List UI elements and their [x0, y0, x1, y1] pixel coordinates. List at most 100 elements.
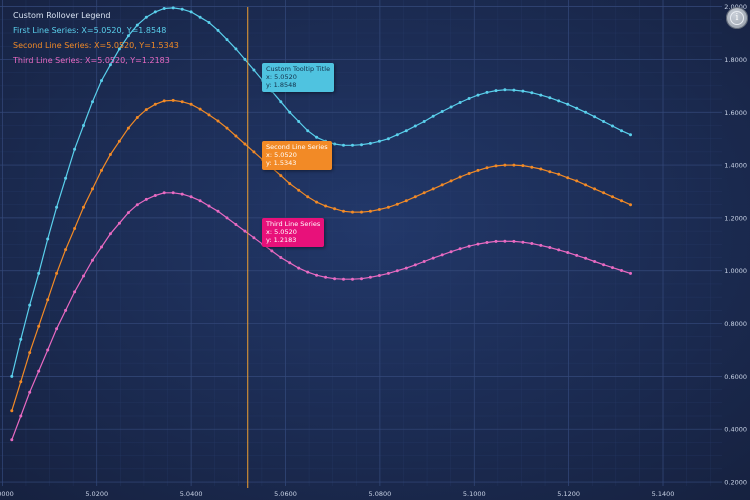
series-1-point — [288, 110, 292, 114]
series-1-point — [82, 124, 85, 127]
series-1-point — [46, 237, 50, 241]
y-tick-label: 0.4000 — [724, 426, 747, 434]
series-2-point — [126, 126, 130, 130]
tooltip-y: y: 1.8548 — [266, 81, 297, 89]
series-1-point — [386, 137, 390, 141]
series-2-point — [180, 100, 184, 104]
y-tick-label: 0.8000 — [724, 320, 747, 328]
series-3-point — [28, 390, 32, 394]
series-1-point — [171, 6, 175, 10]
series-1-point — [548, 96, 552, 100]
series-2-point — [252, 150, 256, 154]
series-2-point — [342, 209, 345, 213]
tooltip-x: x: 5.0520 — [266, 228, 297, 236]
tooltip-third-series: Third Line Series x: 5.0520 y: 1.2183 — [262, 218, 325, 247]
y-tick-label: 1.6000 — [724, 109, 747, 117]
series-2-point — [602, 191, 606, 195]
series-3-point — [117, 221, 121, 225]
series-3-point — [37, 369, 41, 373]
series-2-point — [108, 153, 112, 156]
y-tick-label: 0.2000 — [724, 479, 747, 487]
series-line-3 — [11, 192, 631, 441]
series-1-point — [306, 129, 310, 133]
series-1-point — [315, 135, 319, 139]
series-2-point — [351, 210, 354, 214]
y-tick-label: 0.6000 — [724, 373, 747, 381]
series-2-point — [225, 126, 229, 130]
series-1-point — [64, 176, 68, 180]
series-3-point — [252, 236, 256, 240]
series-2-point — [485, 166, 489, 170]
series-3-point — [171, 191, 175, 195]
series-line-1 — [11, 7, 631, 377]
series-3-point — [360, 277, 363, 281]
series-2-point — [19, 380, 23, 384]
series-1-point — [521, 89, 525, 93]
x-tick-label: 5.1200 — [557, 490, 580, 498]
series-2-point — [28, 351, 32, 355]
series-3-point — [216, 209, 220, 213]
series-3-point — [64, 308, 68, 312]
series-2-point — [467, 172, 471, 175]
series-3-point — [476, 242, 480, 246]
series-2-point — [476, 168, 480, 172]
series-2-point — [449, 179, 453, 183]
series-1-point — [153, 10, 157, 14]
series-1-point — [297, 120, 301, 123]
series-3-point — [207, 204, 211, 208]
legend-title: Custom Rollover Legend — [13, 11, 111, 20]
series-2-point — [395, 202, 399, 206]
series-3-point — [386, 271, 390, 275]
series-3-point — [377, 274, 381, 277]
series-3-point — [440, 253, 444, 257]
series-3-point — [270, 249, 274, 253]
series-2-point — [377, 208, 381, 211]
series-3-point — [180, 192, 184, 196]
series-2-point — [306, 195, 310, 199]
series-1-point — [234, 47, 238, 51]
series-3-point — [144, 197, 148, 201]
series-1-point — [494, 89, 498, 93]
tooltip-first-series: Custom Tooltip Title x: 5.0520 y: 1.8548 — [262, 63, 335, 92]
series-1-point — [404, 129, 408, 133]
series-2-point — [422, 191, 426, 195]
series-2-point — [368, 209, 372, 213]
series-1-point — [10, 374, 14, 378]
series-1-point — [351, 143, 354, 147]
series-2-point — [162, 99, 166, 103]
x-tick-label: 5.0800 — [369, 490, 392, 498]
series-2-point — [279, 174, 283, 178]
series-2-point — [144, 108, 148, 112]
series-1-point — [629, 133, 632, 137]
series-1-point — [611, 124, 614, 128]
legend-item-first-series: First Line Series: X=5.0520, Y=1.8548 — [13, 26, 167, 35]
series-2-point — [288, 182, 292, 186]
tooltip-second-series: Second Line Series x: 5.0520 y: 1.5343 — [262, 141, 332, 170]
series-3-point — [629, 271, 632, 275]
series-1-point — [503, 88, 507, 92]
series-3-point — [512, 239, 516, 243]
tooltip-title: Third Line Series — [266, 220, 321, 228]
series-3-point — [342, 277, 345, 281]
series-3-point — [620, 269, 623, 272]
series-3-point — [494, 239, 498, 243]
series-2-point — [91, 187, 94, 191]
series-3-point — [530, 242, 534, 245]
series-2-point — [37, 324, 41, 328]
series-3-point — [198, 199, 202, 203]
series-3-point — [467, 244, 471, 248]
series-2-point — [431, 187, 435, 191]
series-3-point — [449, 250, 453, 254]
series-3-point — [306, 270, 310, 274]
series-1-point — [431, 114, 435, 118]
series-2-point — [360, 210, 363, 214]
series-1-point — [476, 93, 480, 97]
series-3-point — [575, 253, 579, 257]
info-button[interactable]: i — [726, 7, 748, 29]
series-1-point — [512, 88, 516, 92]
series-3-point — [333, 277, 337, 281]
tooltip-y: y: 1.2183 — [266, 236, 297, 244]
